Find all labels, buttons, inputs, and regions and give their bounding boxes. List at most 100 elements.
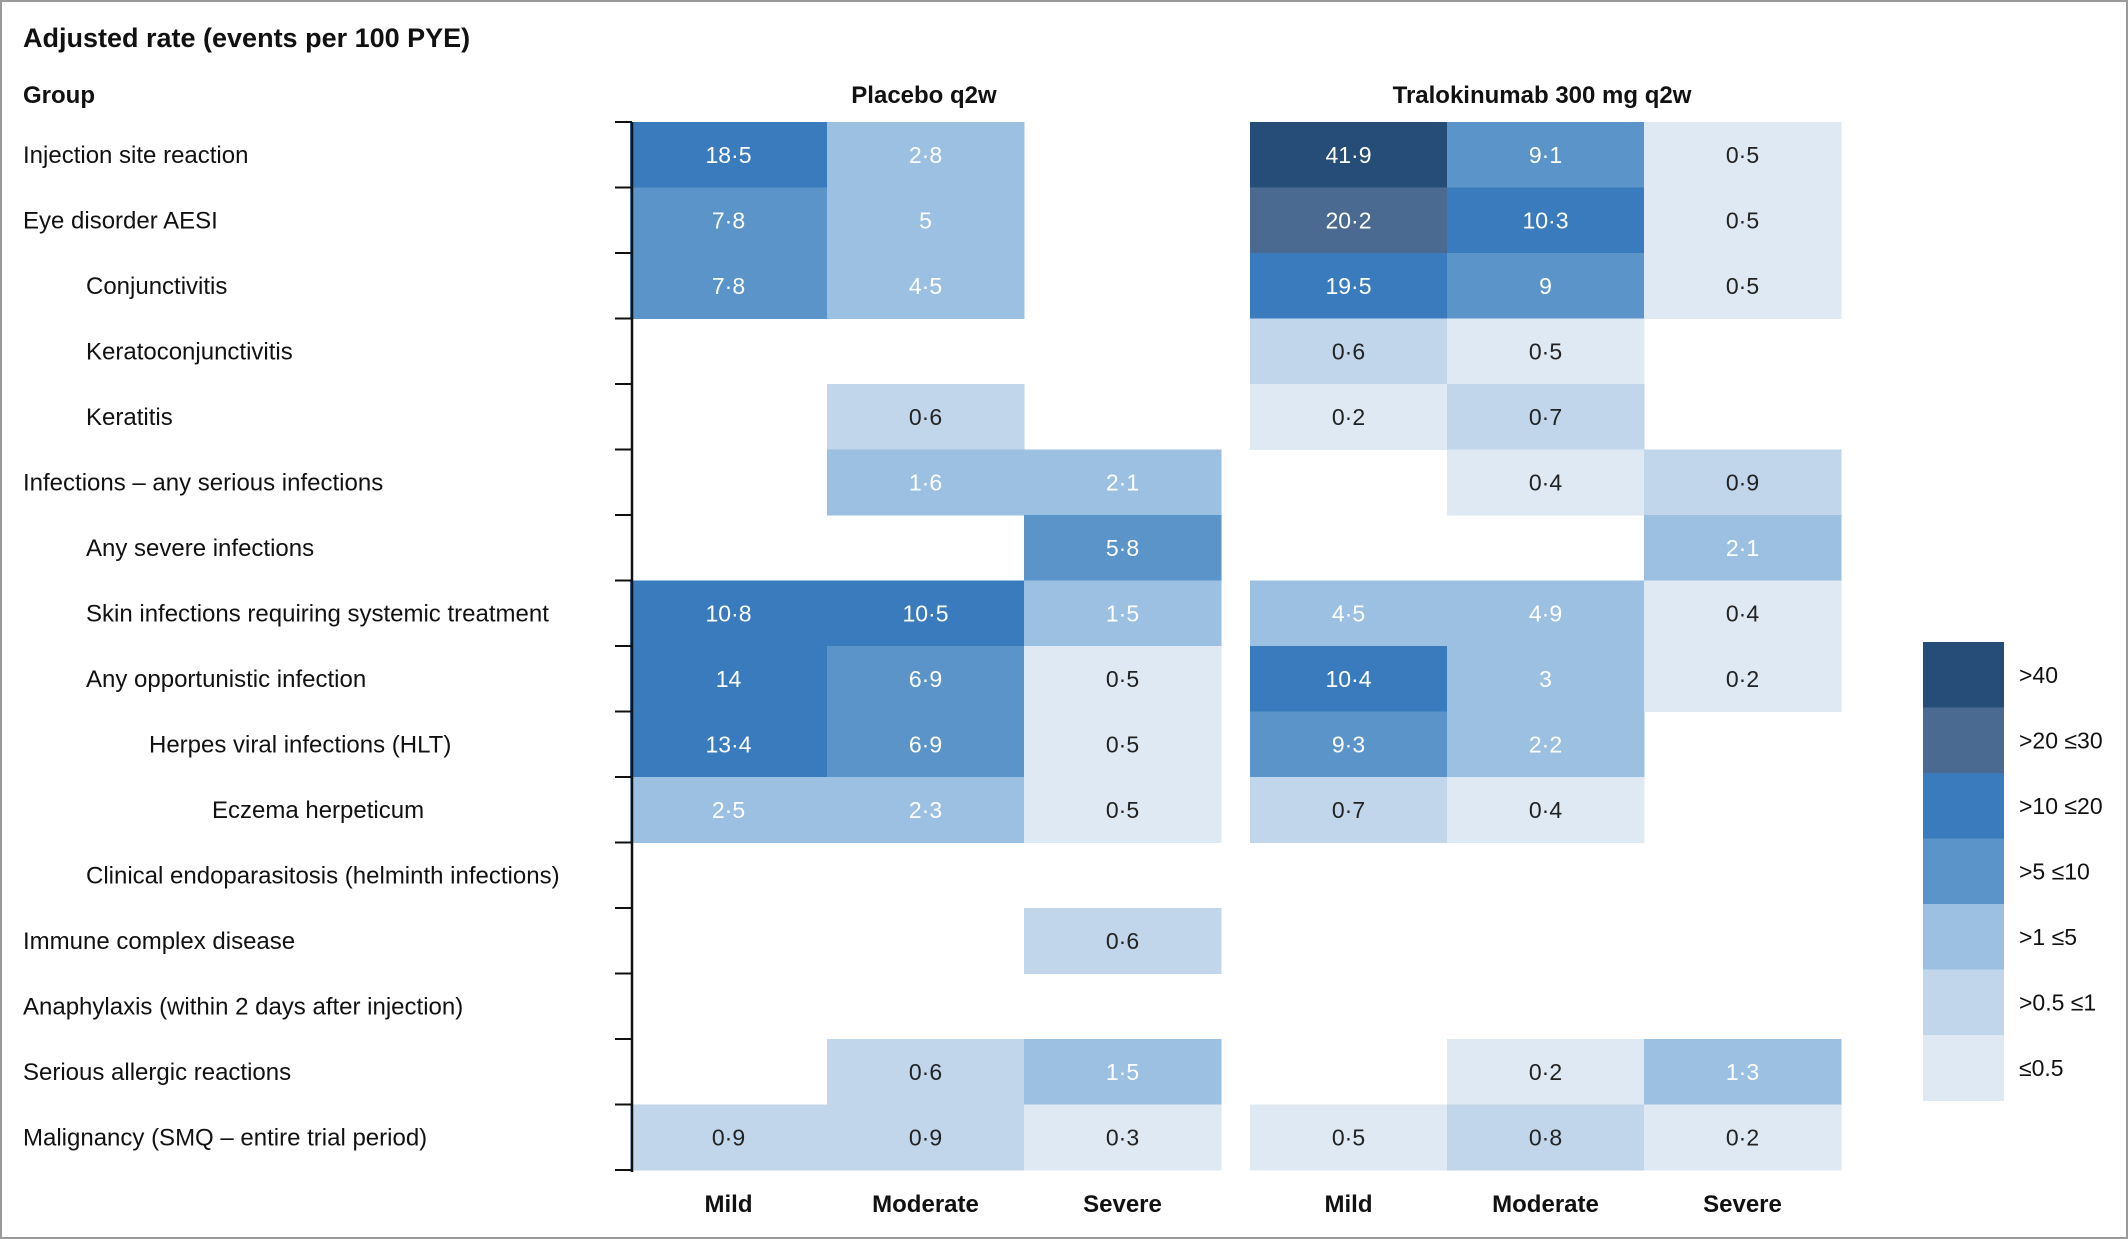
column-label: Moderate (1492, 1191, 1599, 1218)
row-label: Serious allergic reactions (23, 1059, 291, 1086)
cell-value: 6·9 (909, 731, 942, 757)
heatmap-cell (1024, 908, 1222, 974)
heatmap-cell (1024, 515, 1222, 581)
heatmap-cell (1644, 580, 1842, 647)
cell-value: 10·3 (1522, 207, 1568, 233)
cell-value: 20·2 (1325, 207, 1371, 233)
heatmap-cell (827, 1039, 1025, 1105)
legend-swatch (1923, 838, 2004, 905)
legend-swatch (1923, 642, 2004, 708)
heatmap-cell (630, 253, 828, 319)
cell-value: 0·9 (909, 1124, 942, 1150)
cell-value: 4·5 (909, 273, 942, 299)
cell-value: 0·2 (1726, 666, 1759, 692)
row-label: Herpes viral infections (HLT) (149, 731, 451, 758)
cell-value: 6·9 (909, 666, 942, 692)
column-label: Severe (1703, 1191, 1782, 1218)
cell-value: 2·3 (909, 797, 942, 823)
legend-swatch (1923, 773, 2004, 839)
cell-value: 10·8 (705, 600, 751, 626)
row-label: Any severe infections (86, 535, 314, 562)
cell-value: 0·5 (1332, 1124, 1365, 1150)
row-label: Conjunctivitis (86, 273, 227, 300)
panel-title-tralokinumab: Tralokinumab 300 mg q2w (1393, 82, 1692, 109)
heatmap-cell (827, 122, 1025, 188)
cell-value: 7·8 (712, 207, 745, 233)
cell-value: 0·2 (1332, 404, 1365, 430)
heatmap-cell (630, 187, 828, 254)
cell-value: 4·5 (1332, 600, 1365, 626)
cell-value: 0·8 (1529, 1124, 1562, 1150)
heatmap-cell (1024, 646, 1222, 712)
heatmap-cell (630, 122, 828, 188)
row-label: Skin infections requiring systemic treat… (86, 600, 549, 627)
row-labels: Injection site reaction Eye disorder AESI… (23, 142, 560, 1152)
row-label: Eczema herpeticum (212, 797, 424, 824)
cell-value: 0·4 (1726, 600, 1759, 626)
heatmap-cell (1024, 1104, 1222, 1171)
cell-value: 0·6 (1106, 928, 1139, 954)
heatmap-cell (1447, 711, 1645, 778)
cell-value: 0·2 (1726, 1124, 1759, 1150)
legend-label: >20 ≤30 (2019, 727, 2103, 753)
heatmap-cell (827, 646, 1025, 712)
cell-value: 3 (1539, 666, 1552, 692)
column-label: Mild (1325, 1191, 1373, 1218)
cell-value: 0·7 (1529, 404, 1562, 430)
heatmap-cell (827, 1104, 1025, 1171)
row-label: Injection site reaction (23, 142, 248, 169)
cell-value: 0·5 (1529, 338, 1562, 364)
cell-value: 0·5 (1106, 797, 1139, 823)
cell-value: 10·4 (1325, 666, 1371, 692)
cell-value: 0·6 (1332, 338, 1365, 364)
heatmap-cell (1024, 1039, 1222, 1105)
cell-value: 5·8 (1106, 535, 1139, 561)
cell-value: 13·4 (705, 731, 751, 757)
cell-value: 0·9 (712, 1124, 745, 1150)
cell-value: 0·5 (1726, 142, 1759, 168)
cell-value: 1·5 (1106, 600, 1139, 626)
legend-swatch (1923, 969, 2004, 1036)
cell-value: 2·2 (1529, 731, 1562, 757)
heatmap-cell (1644, 515, 1842, 581)
heatmap-cell (1447, 1039, 1645, 1105)
heatmap-cell (1024, 449, 1222, 516)
heatmap-cell (1250, 711, 1448, 778)
cell-value: 0·5 (1726, 207, 1759, 233)
heatmap-cell (827, 449, 1025, 516)
column-labels: Mild Moderate Severe Mild Moderate Severe (705, 1191, 1782, 1218)
cell-value: 1·3 (1726, 1059, 1759, 1085)
heatmap-cell (1250, 580, 1448, 647)
row-label: Keratoconjunctivitis (86, 338, 293, 365)
cell-value: 2·1 (1726, 535, 1759, 561)
heatmap-cell (1644, 1039, 1842, 1105)
row-label: Eye disorder AESI (23, 207, 218, 234)
cell-value: 9·1 (1529, 142, 1562, 168)
heatmap-cell (1447, 122, 1645, 188)
heatmap-cell (1250, 777, 1448, 843)
heatmap-cell (1024, 777, 1222, 843)
heatmap-cell (1644, 253, 1842, 319)
cell-value: 5 (919, 207, 932, 233)
cell-value: 0·2 (1529, 1059, 1562, 1085)
heatmap-cell (1644, 122, 1842, 188)
y-axis (615, 121, 634, 1172)
cell-value: 41·9 (1325, 142, 1371, 168)
column-label: Mild (705, 1191, 753, 1218)
cell-value: 10·5 (902, 600, 948, 626)
legend-label: >10 ≤20 (2019, 793, 2103, 819)
heatmap-cell (1250, 1104, 1448, 1171)
heatmap-cell (827, 777, 1025, 843)
cell-value: 1·6 (909, 469, 942, 495)
heatmap-cell (630, 646, 828, 712)
heatmap-cell (1250, 122, 1448, 188)
heatmap-cell (630, 1104, 828, 1171)
cell-value: 0·3 (1106, 1124, 1139, 1150)
heatmap-cell (1250, 187, 1448, 254)
heatmap-cell (1644, 1104, 1842, 1171)
heatmap-cell (1024, 711, 1222, 778)
heatmap-cell (1447, 580, 1645, 647)
cell-value: 0·9 (1726, 469, 1759, 495)
